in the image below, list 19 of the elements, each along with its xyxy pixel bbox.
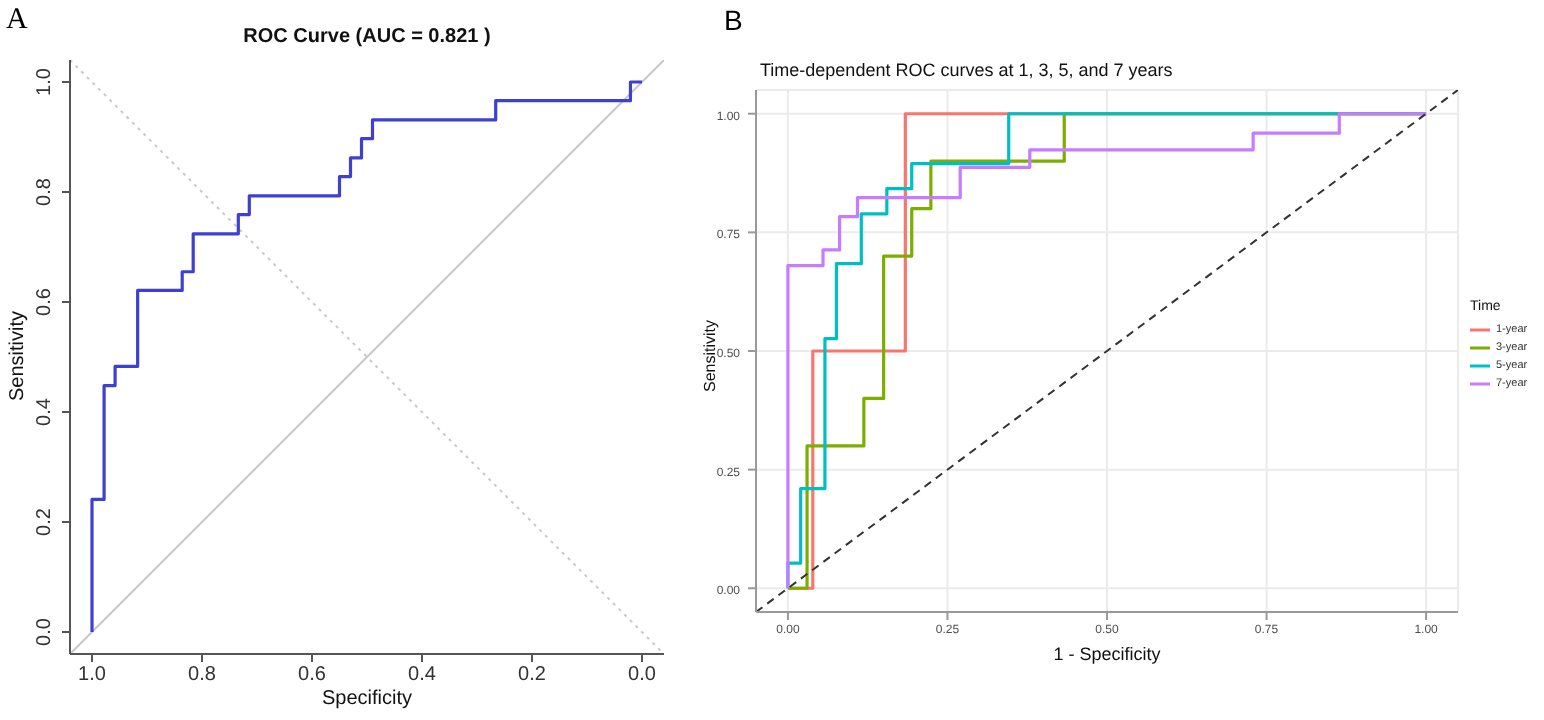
x-tick-label: 0.8	[188, 664, 217, 687]
y-tick-label: 1.0	[34, 67, 56, 96]
x-tick-label: 0.0	[628, 664, 657, 687]
y-tick-label: 0.6	[34, 287, 56, 316]
text: B	[724, 4, 743, 36]
y-tick-label: 0.4	[34, 397, 56, 426]
text: A	[6, 4, 28, 38]
chart-title: ROC Curve (AUC = 0.821 )	[241, 26, 493, 48]
x-tick-label: 0.2	[518, 664, 547, 687]
y-axis-title: Sensitivity	[7, 310, 29, 402]
x-tick-label: 0.4	[408, 664, 437, 687]
chart-title: Time-dependent ROC curves at 1, 3, 5, and 7 years	[760, 60, 1175, 80]
y-tick-label: 0.2	[34, 507, 56, 536]
y-axis-title: Sensitivity	[701, 319, 719, 393]
x-tick-label: 1.0	[78, 664, 107, 687]
x-axis-title: 1 - Specificity	[1051, 644, 1163, 664]
y-tick-label: 0.8	[34, 177, 56, 206]
x-tick-label: 0.6	[298, 664, 327, 687]
x-axis-title: Specificity	[319, 688, 414, 710]
